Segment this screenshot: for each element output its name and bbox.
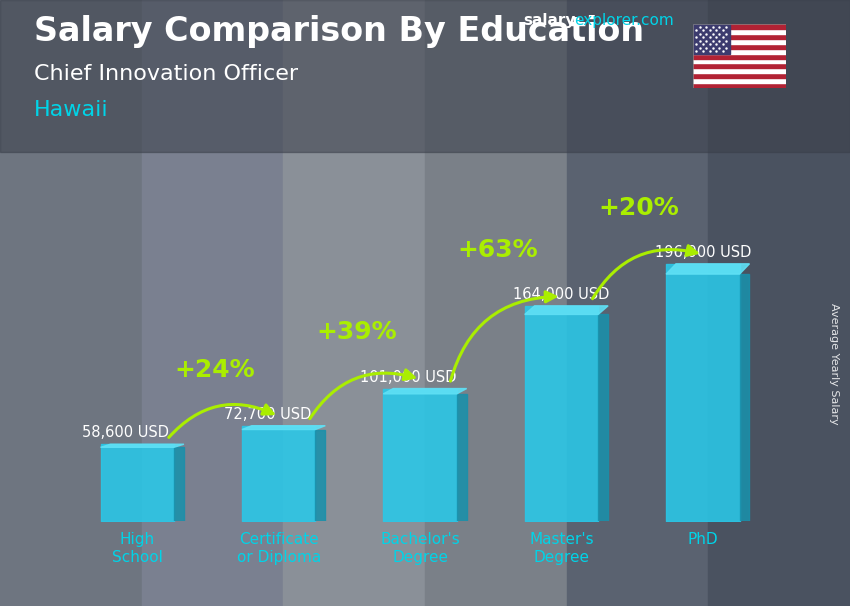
Text: +63%: +63% [457,238,538,262]
Bar [693,44,786,48]
Text: 164,000 USD: 164,000 USD [513,287,609,302]
Bar [693,59,786,64]
Polygon shape [174,447,184,521]
Text: salary: salary [523,13,575,28]
Text: Average Yearly Salary: Average Yearly Salary [829,303,839,424]
Bar [693,29,786,34]
Bar [693,78,786,83]
Bar [693,39,786,44]
Bar [142,0,283,606]
Polygon shape [740,274,750,521]
Text: +39%: +39% [316,321,397,344]
Polygon shape [524,306,608,315]
Text: 101,000 USD: 101,000 USD [360,370,457,385]
Bar [0,0,850,152]
Text: 72,700 USD: 72,700 USD [224,407,311,422]
Bar [693,73,786,78]
Polygon shape [666,264,750,274]
Bar [693,34,786,39]
Bar [693,53,786,59]
Polygon shape [456,394,467,521]
Text: +24%: +24% [175,358,255,382]
Bar [693,64,786,68]
Text: Chief Innovation Officer: Chief Innovation Officer [34,64,298,84]
Text: Salary Comparison By Education: Salary Comparison By Education [34,15,644,48]
Bar [693,24,786,29]
Bar [708,0,850,606]
Bar [693,24,730,53]
Polygon shape [598,315,608,521]
Polygon shape [315,430,326,521]
Bar [693,68,786,73]
Bar [567,0,708,606]
Text: Hawaii: Hawaii [34,100,109,120]
Bar [693,48,786,53]
Text: 196,000 USD: 196,000 USD [654,245,751,260]
Polygon shape [100,444,184,447]
Bar [693,83,786,88]
Polygon shape [242,425,326,430]
Bar [0,0,142,606]
Polygon shape [383,388,467,394]
Bar [283,0,425,606]
Text: 58,600 USD: 58,600 USD [82,425,169,441]
Bar [425,0,567,606]
Text: explorer.com: explorer.com [574,13,673,28]
Text: +20%: +20% [599,196,680,220]
